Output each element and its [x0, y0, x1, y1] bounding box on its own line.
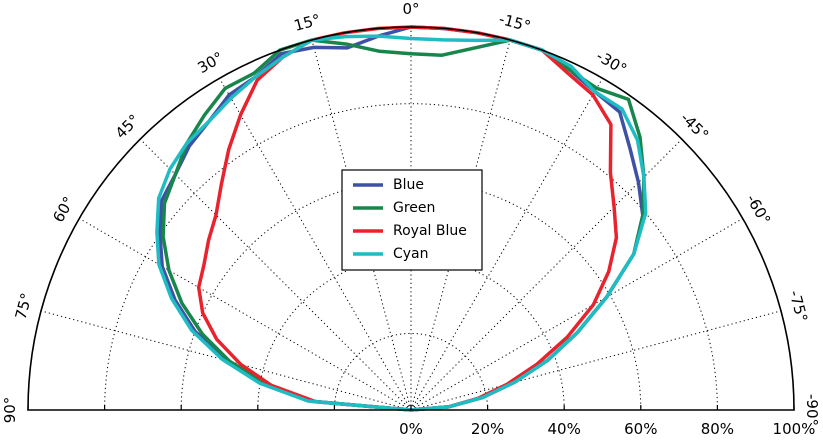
grid-spoke — [410, 310, 782, 411]
radial-tick-label: 40% — [548, 420, 581, 438]
grid-arc — [180, 179, 642, 411]
angle-tick-label: 75° — [12, 291, 36, 321]
grid-spoke — [40, 310, 412, 411]
legend-label: Green — [393, 200, 435, 216]
radial-tick-label: 20% — [471, 420, 504, 438]
chart-frame — [27, 26, 795, 411]
grid-spoke — [139, 138, 412, 411]
legend-label: Royal Blue — [393, 223, 467, 239]
grid-spoke — [410, 78, 603, 411]
radial-tick-label: 100% — [773, 420, 816, 438]
legend-label: Blue — [393, 177, 424, 193]
angle-tick-label: -75° — [785, 288, 811, 324]
grid-arc — [104, 103, 718, 411]
radial-tick-label: 0% — [399, 420, 423, 438]
angle-tick-label: 45° — [112, 111, 144, 143]
grid-spoke — [410, 39, 511, 411]
angle-tick-label: -60° — [743, 191, 775, 228]
grid-spoke — [410, 138, 683, 411]
outer-frame — [27, 26, 795, 411]
angle-tick-label: 0° — [402, 0, 419, 18]
angle-tick-label: -30° — [593, 47, 630, 79]
angle-tick-label: -90° — [803, 394, 821, 426]
radial-tick-label: 80% — [701, 420, 734, 438]
series-line-cyan — [155, 34, 648, 412]
legend: Blue Green Royal Blue Cyan — [341, 169, 483, 271]
angle-tick-label: 60° — [49, 193, 78, 225]
radial-tick-label: 60% — [624, 420, 657, 438]
angle-tick-label: 90° — [1, 397, 19, 424]
grid-spoke — [219, 78, 412, 411]
grid-spoke — [79, 218, 412, 411]
grid-spoke — [311, 39, 412, 411]
legend-label: Cyan — [393, 246, 429, 262]
angle-tick-label: -15° — [497, 10, 533, 36]
grid-spoke — [410, 218, 743, 411]
angle-tick-label: 15° — [292, 11, 322, 35]
angle-tick-label: 30° — [194, 48, 226, 77]
